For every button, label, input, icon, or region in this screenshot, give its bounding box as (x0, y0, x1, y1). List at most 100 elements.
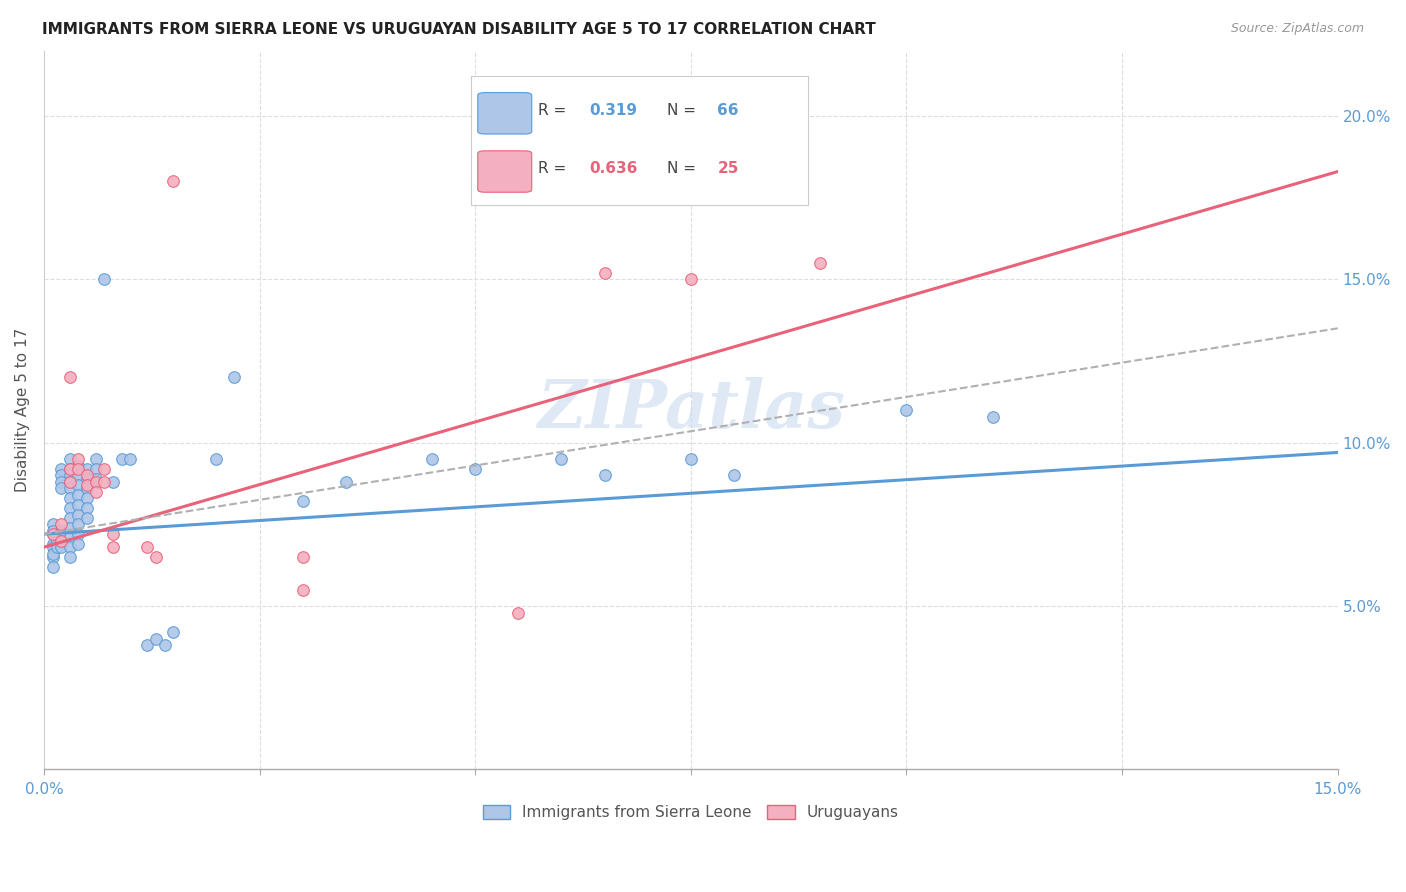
Point (335, 475, 357, 489)
Point (67, 517, 90, 532)
Point (291, 549, 314, 564)
Point (59, 462, 82, 476)
Point (153, 638, 176, 652)
Point (508, 606, 530, 620)
Point (59, 520, 82, 534)
Point (59, 370, 82, 384)
Point (550, 452, 572, 467)
Point (59, 475, 82, 489)
Point (593, 266, 616, 280)
Point (49, 533, 72, 548)
Point (84, 462, 107, 476)
Point (41, 524, 63, 538)
Point (162, 625, 184, 640)
Point (59, 510, 82, 524)
Point (59, 468, 82, 483)
Point (76, 500, 98, 515)
FancyBboxPatch shape (478, 93, 531, 134)
Point (593, 468, 616, 483)
Point (41, 537, 63, 551)
Point (291, 582, 314, 597)
Point (420, 452, 443, 467)
Point (464, 462, 486, 476)
Point (59, 549, 82, 564)
Point (59, 462, 82, 476)
Point (808, 256, 831, 270)
Point (67, 478, 90, 492)
Point (41, 549, 63, 564)
Text: 0.636: 0.636 (589, 161, 637, 177)
Point (67, 458, 90, 473)
Point (101, 475, 124, 489)
Point (101, 540, 124, 554)
Point (84, 472, 107, 486)
Point (49, 540, 72, 554)
Point (93, 475, 115, 489)
Text: 25: 25 (717, 161, 738, 177)
Point (41, 547, 63, 561)
Point (59, 475, 82, 489)
FancyBboxPatch shape (478, 151, 531, 193)
Point (76, 491, 98, 506)
Point (67, 537, 90, 551)
Point (49, 475, 72, 489)
Point (896, 403, 918, 417)
Point (76, 510, 98, 524)
Point (49, 462, 72, 476)
Text: R =: R = (538, 103, 572, 119)
Point (59, 530, 82, 544)
Point (84, 475, 107, 489)
Point (45, 533, 67, 548)
Point (67, 498, 90, 512)
Point (59, 491, 82, 506)
Text: N =: N = (666, 161, 700, 177)
Point (679, 452, 702, 467)
Point (145, 632, 167, 646)
Text: IMMIGRANTS FROM SIERRA LEONE VS URUGUAYAN DISABILITY AGE 5 TO 17 CORRELATION CHA: IMMIGRANTS FROM SIERRA LEONE VS URUGUAYA… (42, 22, 876, 37)
Point (41, 527, 63, 541)
Text: 0.319: 0.319 (589, 103, 637, 119)
Point (205, 452, 228, 467)
Point (59, 452, 82, 467)
Point (76, 462, 98, 476)
Point (679, 272, 702, 286)
Point (101, 527, 124, 541)
Point (291, 494, 314, 508)
Point (45, 540, 67, 554)
Point (59, 540, 82, 554)
Point (84, 452, 107, 467)
Point (49, 533, 72, 548)
Point (76, 468, 98, 483)
Point (67, 452, 90, 467)
Point (981, 409, 1004, 424)
Point (67, 508, 90, 522)
Point (162, 174, 184, 188)
Text: 66: 66 (717, 103, 738, 119)
Point (49, 524, 72, 538)
Point (67, 488, 90, 502)
Point (723, 468, 745, 483)
Point (110, 452, 132, 467)
Point (76, 478, 98, 492)
Point (67, 527, 90, 541)
Point (49, 482, 72, 496)
Point (59, 500, 82, 515)
Point (136, 638, 159, 652)
Point (145, 549, 167, 564)
Point (93, 462, 115, 476)
Point (41, 517, 63, 532)
Legend: Immigrants from Sierra Leone, Uruguayans: Immigrants from Sierra Leone, Uruguayans (477, 799, 905, 826)
Text: N =: N = (666, 103, 700, 119)
Point (76, 482, 98, 496)
Point (67, 462, 90, 476)
Y-axis label: Disability Age 5 to 17: Disability Age 5 to 17 (15, 328, 30, 492)
Point (41, 540, 63, 554)
Point (67, 468, 90, 483)
Point (222, 370, 245, 384)
Point (120, 452, 142, 467)
Text: ZIPatlas: ZIPatlas (537, 377, 845, 442)
Point (59, 482, 82, 496)
Point (49, 517, 72, 532)
Text: R =: R = (538, 161, 572, 177)
Point (41, 527, 63, 541)
